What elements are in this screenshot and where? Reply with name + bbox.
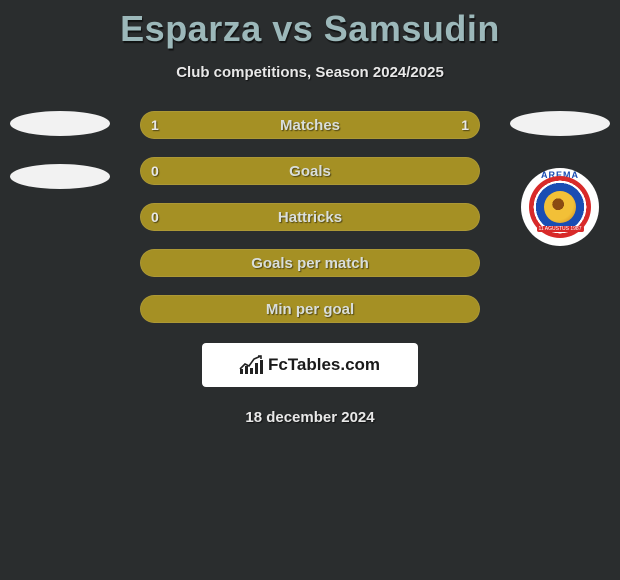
stat-bar-label: Goals per match [141,250,479,276]
right-player-badge-placeholder [510,111,610,136]
right-badges-column: AREMA 11 AGUSTUS 1987 [510,111,610,246]
left-badges-column [10,111,110,189]
brand-text: FcTables.com [268,355,380,375]
page-subtitle: Club competitions, Season 2024/2025 [0,64,620,81]
stat-bar: Goals0 [140,157,480,185]
crest-banner-text: 11 AGUSTUS 1987 [537,226,584,232]
stat-bar-label: Min per goal [141,296,479,322]
stat-bar: Min per goal [140,295,480,323]
left-club-badge-placeholder [10,164,110,189]
page-root: Esparza vs Samsudin Club competitions, S… [0,0,620,426]
stat-bar-value-left: 0 [141,204,169,230]
stat-bar-label: Hattricks [141,204,479,230]
page-title: Esparza vs Samsudin [0,8,620,50]
stat-bar-value-left: 1 [141,112,169,138]
stat-bar-label: Matches [141,112,479,138]
stats-section: AREMA 11 AGUSTUS 1987 Matches11Goals0Hat… [0,111,620,323]
stat-bars-list: Matches11Goals0Hattricks0Goals per match… [140,111,480,323]
stat-bar-value-left: 0 [141,158,169,184]
stat-bar: Goals per match [140,249,480,277]
crest-inner-ring: 11 AGUSTUS 1987 [529,176,591,238]
stat-bar: Hattricks0 [140,203,480,231]
lion-icon [544,191,576,223]
left-player-badge-placeholder [10,111,110,136]
stat-bar: Matches1 1 [140,111,480,139]
footer-date: 18 december 2024 [0,409,620,426]
right-club-crest: AREMA 11 AGUSTUS 1987 [521,168,599,246]
brand-trend-line-icon [239,354,263,372]
brand-badge: FcTables.com [202,343,418,387]
stat-bar-value-right: 1 [451,112,479,138]
brand-chart-icon [240,356,262,374]
stat-bar-label: Goals [141,158,479,184]
